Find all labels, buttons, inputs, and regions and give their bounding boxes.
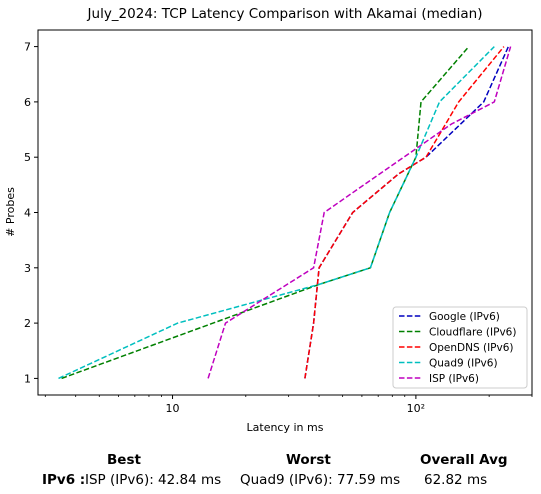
- summary-best-header: Best: [107, 452, 141, 468]
- legend-entry: Cloudflare (IPv6): [429, 327, 516, 339]
- x-tick-label: 10²: [407, 402, 425, 415]
- y-tick-label: 3: [24, 262, 31, 275]
- legend: Google (IPv6) Cloudflare (IPv6) OpenDNS (I…: [392, 306, 528, 389]
- y-axis-label: # Probes: [4, 187, 17, 237]
- y-tick-label: 6: [24, 96, 31, 109]
- y-tick-label: 1: [24, 372, 31, 385]
- summary-worst-header: Worst: [286, 452, 331, 468]
- chart-title: July_2024: TCP Latency Comparison with A…: [87, 6, 483, 22]
- series-line-3: [304, 46, 505, 379]
- legend-entry: ISP (IPv6): [429, 373, 479, 385]
- x-axis-label: Latency in ms: [247, 421, 324, 434]
- latency-chart: July_2024: TCP Latency Comparison with A…: [4, 6, 533, 434]
- summary-avg-header: Overall Avg: [420, 452, 508, 468]
- summary-worst-value: Quad9 (IPv6): 77.59 ms: [240, 472, 401, 488]
- x-tick-label: 10: [166, 402, 180, 415]
- y-tick-label: 4: [24, 207, 31, 220]
- series-line-5: [207, 46, 512, 379]
- summary-row-label: IPv6 :: [42, 472, 86, 488]
- summary-avg-value: 62.82 ms: [424, 472, 488, 488]
- y-tick-label: 7: [24, 41, 31, 54]
- legend-box: [392, 306, 528, 389]
- legend-entry: OpenDNS (IPv6): [429, 342, 514, 354]
- legend-entry: Google (IPv6): [429, 311, 500, 323]
- legend-entry: Quad9 (IPv6): [429, 358, 498, 370]
- series-line-4: [58, 46, 495, 380]
- summary-best-value: ISP (IPv6): 42.84 ms: [85, 472, 222, 488]
- y-tick-label: 2: [24, 317, 31, 330]
- y-tick-label: 5: [24, 151, 31, 164]
